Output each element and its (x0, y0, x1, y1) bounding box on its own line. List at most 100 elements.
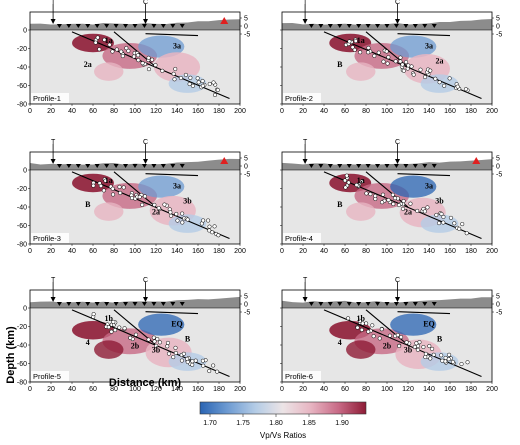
hypocenter-marker (390, 192, 395, 197)
coast-arrow-head (395, 19, 400, 24)
anomaly-label: B (437, 334, 443, 343)
hypocenter-marker (155, 337, 160, 342)
trench-arrow-head (50, 297, 56, 302)
x-axis-title: Distance (km) (109, 377, 181, 389)
hypocenter-marker (181, 351, 186, 356)
x-tick-label: 40 (68, 248, 76, 255)
station-marker (412, 302, 418, 306)
hypocenter-marker (207, 224, 212, 229)
anomaly-label: 4 (86, 338, 90, 347)
profile-name-box (283, 371, 321, 381)
hypocenter-marker (342, 178, 348, 183)
x-tick-label: 100 (129, 386, 141, 393)
x-tick-label: 200 (486, 248, 498, 255)
y-tick-label: -60 (17, 83, 27, 90)
hypocenter-marker (210, 230, 215, 235)
hypocenter-marker (140, 61, 145, 66)
station-marker (123, 164, 129, 168)
fault-line (145, 33, 199, 37)
anomaly-label: B (337, 200, 343, 209)
profile-name: Profile-5 (33, 372, 61, 381)
anomaly-label: EQ (423, 320, 435, 329)
station-marker (104, 164, 110, 168)
anomaly-label: 3b (152, 345, 161, 354)
station-marker (170, 164, 176, 168)
hypocenter-marker (386, 197, 391, 203)
fault-line (145, 311, 199, 315)
station-marker (75, 302, 81, 306)
hypocenter-marker (415, 208, 420, 213)
hypocenter-marker (446, 357, 451, 362)
hypocenter-marker (111, 192, 116, 197)
station-marker (318, 24, 324, 28)
hypocenter-marker (195, 76, 200, 81)
fault-line (397, 33, 451, 37)
hypocenter-marker (441, 214, 446, 220)
x-tick-label: 20 (47, 248, 55, 255)
trench-marker-label: T (303, 277, 308, 284)
station-marker (337, 24, 343, 28)
right-tick-label: 5 (244, 294, 248, 301)
x-tick-label: 60 (341, 248, 349, 255)
hypocenter-marker (396, 203, 402, 208)
coast-arrow-head (395, 159, 400, 164)
colorbar-tick-label: 1.90 (335, 420, 349, 427)
x-tick-label: 80 (110, 386, 118, 393)
hypocenter-marker (200, 78, 205, 84)
hypocenter-marker (359, 327, 364, 332)
hypocenter-marker (146, 67, 152, 72)
station-marker (431, 164, 437, 168)
trench-arrow-head (50, 19, 56, 24)
x-tick-label: 100 (129, 108, 141, 115)
station-marker (56, 164, 62, 168)
volcano-marker (472, 157, 481, 164)
vpvs-anomaly (168, 74, 207, 93)
station-marker (132, 164, 138, 168)
hypocenter-marker (442, 83, 447, 88)
hypocenter-marker (126, 48, 131, 53)
hypocenter-marker (401, 199, 406, 204)
hypocenter-marker (200, 358, 205, 363)
x-tick-label: 180 (213, 108, 225, 115)
hypocenter-marker (381, 59, 386, 64)
x-tick-label: 160 (444, 386, 456, 393)
coast-marker-label: C (143, 277, 148, 284)
hypocenter-marker (91, 183, 96, 188)
x-tick-label: 160 (444, 108, 456, 115)
hypocenter-marker (464, 231, 469, 236)
hypocenter-marker (372, 53, 377, 58)
station-marker (393, 302, 399, 306)
y-tick-label: -20 (17, 324, 27, 331)
hypocenter-marker (154, 343, 159, 348)
hypocenter-marker (160, 68, 165, 73)
y-tick-label: -20 (17, 46, 27, 53)
station-marker (160, 24, 166, 28)
hypocenter-marker (371, 334, 376, 339)
hypocenter-marker (152, 339, 157, 344)
hypocenter-marker (387, 333, 392, 338)
hypocenter-marker (146, 55, 151, 60)
anomaly-label: 3a (425, 42, 433, 51)
station-marker (431, 302, 437, 306)
right-tick-label: 0 (244, 24, 248, 31)
x-tick-label: 100 (381, 248, 393, 255)
x-tick-label: 0 (28, 108, 32, 115)
hypocenter-marker (214, 369, 220, 374)
station-marker (327, 164, 333, 168)
hypocenter-marker (190, 359, 195, 364)
right-tick-label: 0 (244, 164, 248, 171)
anomaly-label: 2a (436, 56, 444, 65)
x-tick-label: 20 (299, 248, 307, 255)
coast-marker-label: C (143, 139, 148, 146)
hypocenter-marker (430, 346, 435, 351)
hypocenter-marker (352, 47, 357, 52)
hypocenter-marker (447, 76, 452, 81)
x-tick-label: 200 (234, 386, 246, 393)
x-tick-label: 20 (299, 386, 307, 393)
hypocenter-marker (463, 87, 468, 92)
station-marker (356, 24, 362, 28)
right-tick-label: 0 (496, 302, 500, 309)
hypocenter-marker (377, 336, 382, 341)
hypocenter-marker (411, 72, 416, 77)
